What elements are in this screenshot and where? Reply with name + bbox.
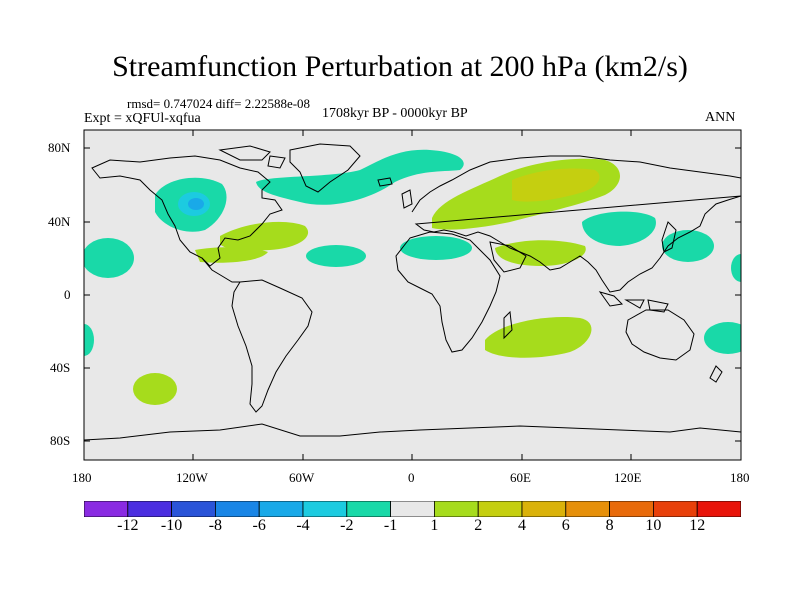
period-text: 1708kyr BP - 0000kyr BP bbox=[322, 106, 468, 121]
colorbar-label: -10 bbox=[160, 517, 183, 534]
contour-fields bbox=[84, 149, 741, 405]
contour-neg4-namerica bbox=[188, 198, 204, 210]
colorbar-swatch bbox=[214, 501, 260, 517]
coastlines bbox=[84, 143, 741, 441]
coastline-arabia bbox=[489, 241, 527, 273]
lat-label-0: 0 bbox=[64, 287, 71, 302]
stats-text: rmsd= 0.747024 diff= 2.22588e-08 bbox=[127, 96, 311, 111]
colorbar-swatch bbox=[302, 501, 348, 517]
contour-neg-spacific-e bbox=[704, 322, 741, 354]
colorbar-swatch bbox=[171, 501, 216, 517]
colorbar-label: 8 bbox=[605, 517, 614, 534]
coastline-south-america bbox=[231, 279, 313, 413]
contour-neg-wpacific bbox=[84, 238, 134, 278]
lat-label-40n: 40N bbox=[48, 214, 71, 229]
map-title: Streamfunction Perturbation at 200 hPa (… bbox=[112, 50, 688, 83]
colorbar-label: 2 bbox=[474, 517, 483, 534]
colorbar-label: -1 bbox=[383, 517, 398, 534]
coastline-indonesia bbox=[598, 291, 669, 313]
colorbar-label: -12 bbox=[117, 517, 139, 534]
coastline-iceland bbox=[377, 177, 393, 187]
coastline-japan bbox=[661, 221, 677, 253]
colorbar-label: -6 bbox=[252, 517, 266, 534]
contour-pos-caribbean bbox=[195, 247, 268, 263]
colorbar-swatch bbox=[84, 501, 129, 517]
colorbar-swatch bbox=[433, 501, 479, 517]
contour-neg-npacific bbox=[662, 230, 714, 262]
colorbar-label: -8 bbox=[208, 517, 223, 534]
colorbar-swatch bbox=[390, 501, 435, 517]
contour-neg-arctic bbox=[256, 149, 464, 205]
lon-label-120w: 120W bbox=[176, 470, 208, 485]
coastline-australia bbox=[625, 309, 695, 361]
colorbar-swatch bbox=[565, 501, 610, 517]
coastline-arctic-islands bbox=[218, 145, 286, 169]
lon-label-60w: 60W bbox=[289, 470, 315, 485]
contour-neg-atlantic bbox=[306, 245, 366, 267]
season-text: ANN bbox=[705, 110, 736, 125]
coastline-greenland bbox=[289, 143, 361, 193]
colorbar-swatch bbox=[521, 501, 567, 517]
coastline-new-zealand bbox=[709, 365, 723, 383]
tick-marks bbox=[83, 130, 742, 460]
colorbar-swatch bbox=[346, 501, 391, 517]
colorbar-label: 10 bbox=[645, 517, 662, 534]
contour-neg-easia bbox=[582, 211, 656, 246]
coastline-central-america bbox=[201, 257, 240, 283]
coastline-eurasia bbox=[411, 155, 741, 293]
lon-label-180e: 180 bbox=[730, 470, 750, 485]
lon-label-120e: 120E bbox=[614, 470, 642, 485]
lon-label-0: 0 bbox=[408, 470, 415, 485]
experiment-text: Expt = xQFUl-xqfua bbox=[84, 111, 201, 126]
coastline-antarctica bbox=[84, 423, 741, 441]
coastline-madagascar bbox=[503, 310, 513, 340]
contour-pos-spacific bbox=[133, 373, 177, 405]
contour-neg-spacific-w bbox=[84, 324, 94, 356]
colorbar-swatch bbox=[609, 501, 654, 517]
coastline-africa bbox=[395, 231, 501, 353]
colorbar-label: 1 bbox=[430, 517, 439, 534]
contour-neg-africa bbox=[400, 236, 472, 260]
lat-label-40s: 40S bbox=[50, 360, 71, 375]
coastline-north-america bbox=[91, 155, 283, 267]
contour-pos2-eurasia bbox=[512, 168, 600, 202]
lon-label-60e: 60E bbox=[510, 470, 531, 485]
colorbar-swatch bbox=[258, 501, 304, 517]
contour-pos-atlantic bbox=[220, 221, 309, 251]
contour-pos-india bbox=[495, 240, 586, 266]
lat-label-80n: 80N bbox=[48, 140, 71, 155]
colorbar-swatch bbox=[127, 501, 172, 517]
colorbar-swatch bbox=[696, 501, 741, 517]
colorbar-label: 4 bbox=[518, 517, 526, 534]
colorbar-label: 12 bbox=[689, 517, 706, 534]
colorbar-label: -4 bbox=[296, 517, 310, 534]
colorbar-swatch bbox=[653, 501, 698, 517]
contour-neg-dateline bbox=[731, 254, 741, 282]
colorbar bbox=[84, 501, 741, 517]
lon-label-180w: 180 bbox=[72, 470, 92, 485]
colorbar-label: -2 bbox=[340, 517, 354, 534]
colorbar-swatch bbox=[477, 501, 523, 517]
lat-label-80s: 80S bbox=[50, 433, 71, 448]
coastline-britain bbox=[401, 189, 413, 209]
colorbar-label: 6 bbox=[561, 517, 570, 534]
